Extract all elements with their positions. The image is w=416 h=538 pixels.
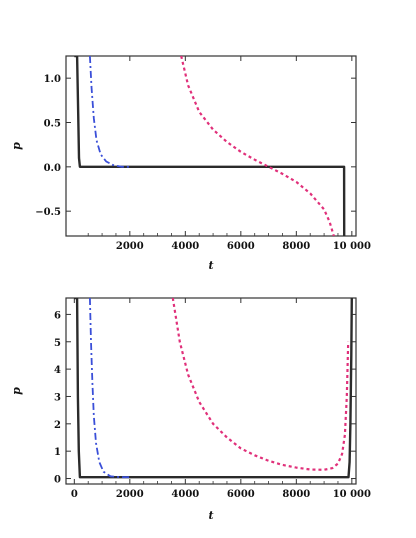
y-tick-label: 2: [54, 420, 61, 431]
plot-frame: [65, 55, 357, 237]
series-line-solid: [74, 298, 353, 479]
y-tick-label: 1: [54, 447, 61, 458]
y-tick-label: 0.0: [44, 163, 61, 174]
x-tick-label: 4000: [171, 489, 199, 500]
x-tick-label: 2000: [116, 489, 144, 500]
y-tick-label: 0: [54, 475, 61, 486]
x-tick-label: 4000: [171, 241, 199, 252]
series-line-dashdot: [89, 298, 130, 479]
y-tick-label: 1.0: [44, 74, 61, 85]
y-tick-label: −0.5: [35, 207, 61, 218]
x-tick-label: 8000: [282, 241, 310, 252]
x-axis-label: t: [208, 259, 213, 272]
x-axis-label: t: [208, 509, 213, 522]
y-tick-label: 5: [54, 338, 61, 349]
x-tick-label: 10 000: [333, 489, 371, 500]
top-chart: 2000 4000 6000 8000 10 000 −0.5 0.0 0.5 1.0 t p: [10, 55, 371, 272]
x-tick-label: 10 000: [333, 241, 371, 252]
series-line-solid: [74, 56, 346, 236]
bottom-chart: 0 2000 4000 6000 8000 10 000 0 1 2 3 4 5 6 t p: [10, 297, 371, 522]
series-line-dotted: [180, 56, 335, 236]
x-tick-label: 6000: [227, 489, 255, 500]
x-tick-label: 2000: [116, 241, 144, 252]
series-line-dotted: [171, 298, 350, 471]
y-axis-label: p: [10, 387, 23, 395]
x-tick-label: 0: [71, 489, 78, 500]
y-axis-label: p: [10, 142, 23, 150]
y-tick-label: 6: [54, 310, 61, 321]
x-tick-label: 8000: [282, 489, 310, 500]
x-tick-label: 6000: [227, 241, 255, 252]
y-tick-label: 0.5: [44, 119, 61, 130]
y-tick-label: 4: [54, 365, 61, 376]
series-line-dashdot: [89, 56, 130, 168]
plot-frame: [65, 297, 357, 485]
y-tick-label: 3: [54, 392, 61, 403]
